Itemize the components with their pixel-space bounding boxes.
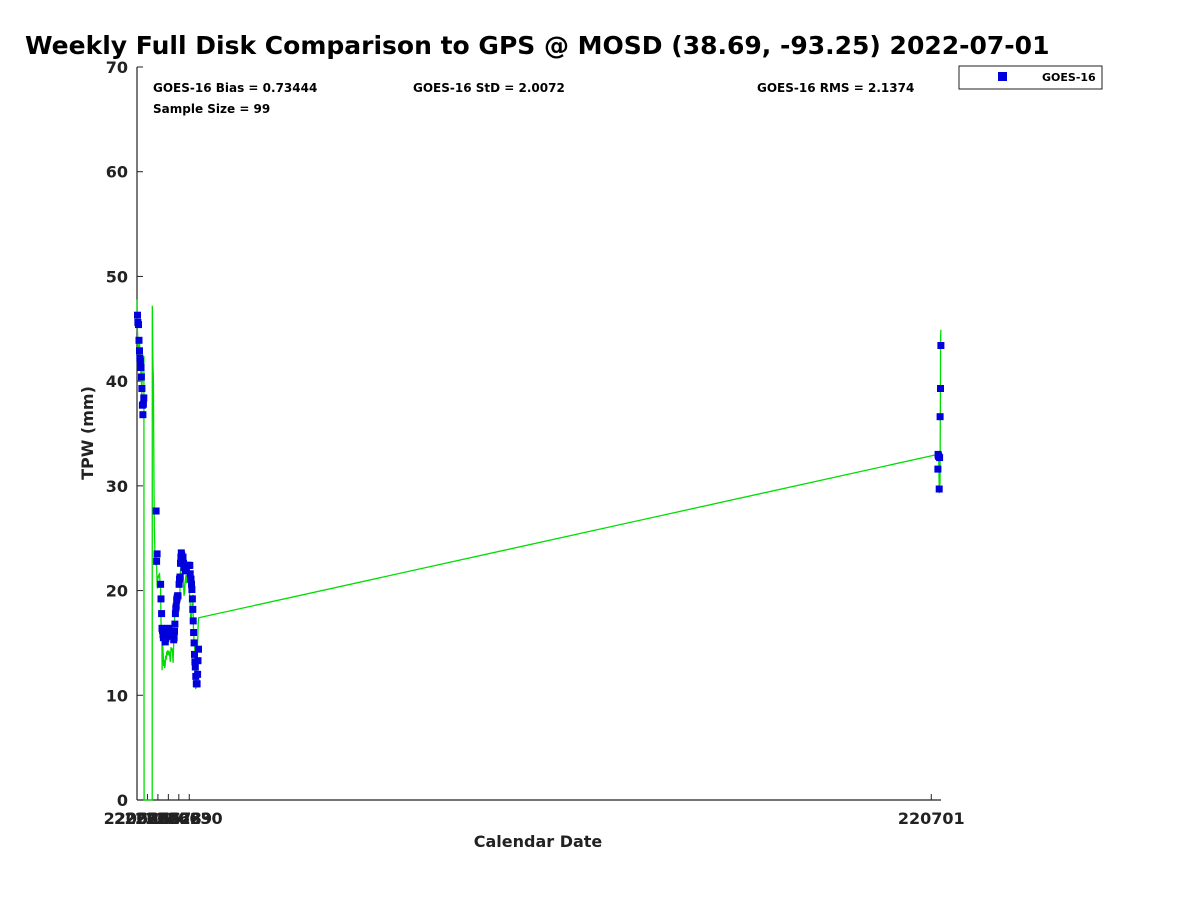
x-tick-label: 220625 [104,809,171,828]
y-tick-label: 20 [106,582,128,601]
data-point-goes16 [189,605,197,613]
data-point-goes16 [172,602,180,610]
rms-annotation: GOES-16 RMS = 2.1374 [757,81,914,95]
x-tick-label: 220628 [135,809,202,828]
data-point-goes16 [137,373,145,381]
data-point-goes16 [191,663,199,671]
data-point-goes16 [153,557,161,565]
data-point-goes16 [195,645,202,653]
data-point-goes16 [191,650,198,658]
data-point-goes16 [188,586,196,593]
y-axis-label: TPW (mm) [78,386,97,480]
data-point-goes16 [193,680,201,688]
data-point-goes16 [190,639,198,647]
y-tick-label: 40 [106,372,128,391]
data-point-goes16 [936,413,944,421]
x-tick-label: 220626 [114,809,181,828]
legend-marker-goes16 [998,72,1007,81]
data-point-goes16 [937,385,944,392]
series-line-gps [136,299,942,801]
data-point-goes16 [171,620,179,628]
data-point-goes16 [194,657,202,665]
x-tick-label: 220701 [898,809,965,828]
data-point-goes16 [188,580,195,588]
data-point-goes16 [157,580,165,588]
data-point-goes16 [164,631,172,639]
data-point-goes16 [186,570,194,578]
series-layer [134,299,945,801]
data-point-goes16 [140,394,148,402]
data-point-goes16 [934,450,942,458]
data-point-goes16 [186,561,194,569]
data-point-goes16 [188,595,196,603]
data-point-goes16 [152,507,160,515]
legend: GOES-16 [958,65,1103,90]
x-axis-label: Calendar Date [474,832,603,851]
legend-label-goes16: GOES-16 [1042,71,1096,84]
data-point-goes16 [159,626,166,634]
std-annotation: GOES-16 StD = 2.0072 [413,81,565,95]
y-tick-label: 70 [106,58,128,77]
y-tick-label: 50 [106,267,128,286]
y-tick-label: 60 [106,163,128,182]
data-point-goes16 [171,610,179,618]
y-tick-label: 30 [106,477,128,496]
data-point-goes16 [194,670,202,678]
data-point-goes16 [135,336,143,344]
x-tick-label: 220630 [156,809,223,828]
sample-size-annotation: Sample Size = 99 [153,102,270,116]
data-point-goes16 [136,357,144,365]
data-point-goes16 [139,411,147,419]
data-point-goes16 [190,629,198,636]
x-tick-label: 220629 [145,809,212,828]
data-point-goes16 [134,311,141,319]
data-point-goes16 [175,580,183,588]
y-ticks: 0 10 20 30 40 50 60 70 [106,58,143,810]
data-point-goes16 [138,385,146,392]
data-point-goes16 [174,592,182,600]
data-point-goes16 [935,485,943,493]
data-point-goes16 [189,617,197,625]
data-point-goes16 [170,634,178,642]
data-point-goes16 [158,610,166,618]
data-point-goes16 [179,553,187,561]
x-tick-label: 220627 [125,809,192,828]
data-point-goes16 [153,550,161,558]
y-tick-label: 10 [106,686,128,705]
data-point-goes16 [165,624,173,632]
legend-box [958,65,1103,90]
data-point-goes16 [157,595,165,603]
data-point-goes16 [934,465,942,473]
data-point-goes16 [139,400,147,408]
bias-annotation: GOES-16 Bias = 0.73444 [153,81,317,95]
data-point-goes16 [171,627,178,635]
data-point-goes16 [135,321,142,329]
data-point-goes16 [187,575,195,583]
data-point-goes16 [137,364,145,371]
y-tick-label: 0 [117,791,128,810]
data-point-goes16 [937,342,945,349]
chart-title: Weekly Full Disk Comparison to GPS @ MOS… [25,31,1049,60]
data-point-goes16 [176,573,184,581]
data-point-goes16 [136,347,143,355]
